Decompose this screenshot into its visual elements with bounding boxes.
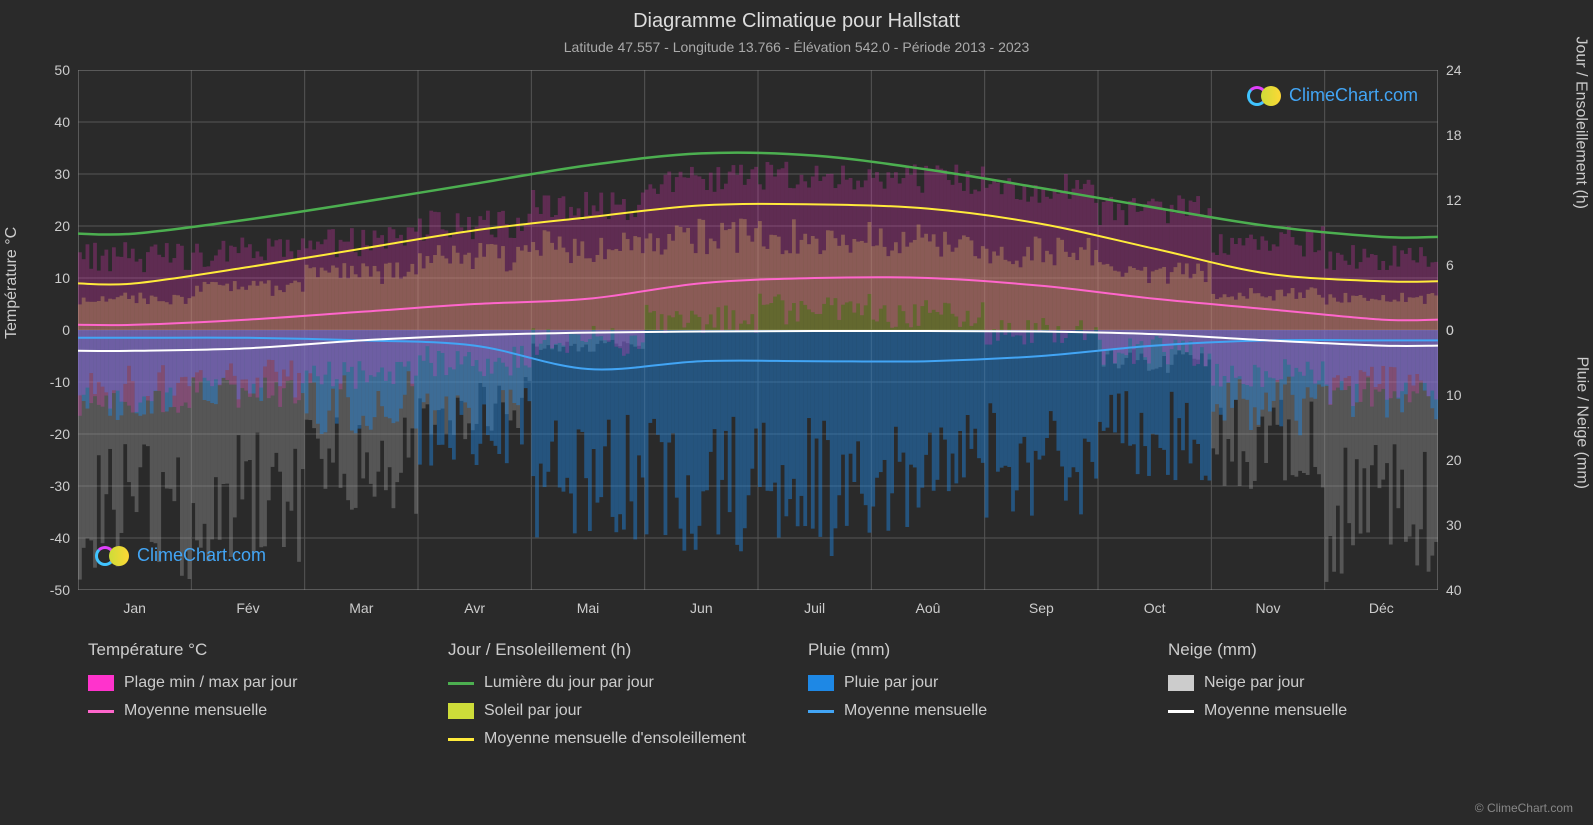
y-tick: 6 bbox=[1446, 257, 1454, 273]
y-axis-left: -50-40-30-20-1001020304050 bbox=[0, 70, 78, 590]
x-tick: Aoû bbox=[916, 600, 941, 616]
logo-icon bbox=[1261, 86, 1281, 106]
legend-header: Température °C bbox=[88, 640, 428, 660]
logo-icon bbox=[109, 546, 129, 566]
legend-swatch bbox=[1168, 710, 1194, 713]
watermark-text: ClimeChart.com bbox=[137, 545, 266, 566]
x-tick: Sep bbox=[1029, 600, 1054, 616]
legend-column: Jour / Ensoleillement (h) Lumière du jour… bbox=[438, 640, 798, 758]
y-tick: 0 bbox=[1446, 322, 1454, 338]
legend-swatch bbox=[1168, 675, 1194, 691]
plot-svg bbox=[78, 70, 1438, 590]
legend-swatch bbox=[448, 703, 474, 719]
y-tick: 30 bbox=[1446, 517, 1462, 533]
y-tick: 10 bbox=[1446, 387, 1462, 403]
y-axis-right: 06121824010203040 bbox=[1438, 70, 1593, 590]
legend-item: Moyenne mensuelle d'ensoleillement bbox=[448, 730, 788, 748]
legend-column: Pluie (mm) Pluie par jour Moyenne mensuell… bbox=[798, 640, 1158, 758]
legend-swatch bbox=[808, 675, 834, 691]
watermark-bottom: ClimeChart.com bbox=[95, 545, 266, 566]
legend-swatch bbox=[88, 710, 114, 713]
copyright: © ClimeChart.com bbox=[1475, 801, 1573, 815]
legend-item: Moyenne mensuelle bbox=[1168, 702, 1508, 720]
legend-header: Jour / Ensoleillement (h) bbox=[448, 640, 788, 660]
legend-label: Neige par jour bbox=[1204, 674, 1305, 692]
y-tick: 10 bbox=[54, 270, 70, 286]
y-tick: 30 bbox=[54, 166, 70, 182]
legend-item: Lumière du jour par jour bbox=[448, 674, 788, 692]
legend-label: Pluie par jour bbox=[844, 674, 938, 692]
y-tick: 12 bbox=[1446, 192, 1462, 208]
y-tick: -20 bbox=[50, 426, 70, 442]
legend-swatch bbox=[448, 682, 474, 685]
y-tick: 20 bbox=[1446, 452, 1462, 468]
legend-swatch bbox=[808, 710, 834, 713]
x-tick: Mar bbox=[349, 600, 373, 616]
climate-chart: Diagramme Climatique pour Hallstatt Lati… bbox=[0, 0, 1593, 825]
y-tick: 40 bbox=[1446, 582, 1462, 598]
watermark-text: ClimeChart.com bbox=[1289, 85, 1418, 106]
legend-item: Plage min / max par jour bbox=[88, 674, 428, 692]
x-tick: Avr bbox=[464, 600, 485, 616]
x-tick: Jun bbox=[690, 600, 713, 616]
chart-title: Diagramme Climatique pour Hallstatt bbox=[0, 0, 1593, 33]
legend-item: Soleil par jour bbox=[448, 702, 788, 720]
legend-label: Moyenne mensuelle bbox=[124, 702, 267, 720]
y-tick: 40 bbox=[54, 114, 70, 130]
x-tick: Fév bbox=[236, 600, 259, 616]
y-tick: 0 bbox=[62, 322, 70, 338]
x-axis: Jan Fév Mar Avr Mai Jun Juil Aoû Sep Oct Nov Déc bbox=[78, 594, 1438, 624]
legend-label: Lumière du jour par jour bbox=[484, 674, 654, 692]
legend-label: Moyenne mensuelle d'ensoleillement bbox=[484, 730, 746, 748]
x-tick: Déc bbox=[1369, 600, 1394, 616]
legend-item: Pluie par jour bbox=[808, 674, 1148, 692]
legend-header: Pluie (mm) bbox=[808, 640, 1148, 660]
legend-column: Température °C Plage min / max par jour Mo… bbox=[78, 640, 438, 758]
chart-subtitle: Latitude 47.557 - Longitude 13.766 - Élé… bbox=[0, 33, 1593, 55]
legend-header: Neige (mm) bbox=[1168, 640, 1508, 660]
legend-label: Soleil par jour bbox=[484, 702, 582, 720]
legend-item: Moyenne mensuelle bbox=[88, 702, 428, 720]
y-tick: -40 bbox=[50, 530, 70, 546]
legend-label: Moyenne mensuelle bbox=[844, 702, 987, 720]
y-tick: -10 bbox=[50, 374, 70, 390]
x-tick: Juil bbox=[804, 600, 825, 616]
y-tick: 18 bbox=[1446, 127, 1462, 143]
y-tick: -50 bbox=[50, 582, 70, 598]
x-tick: Oct bbox=[1144, 600, 1166, 616]
legend-label: Plage min / max par jour bbox=[124, 674, 297, 692]
legend-column: Neige (mm) Neige par jour Moyenne mensuell… bbox=[1158, 640, 1518, 758]
watermark-top: ClimeChart.com bbox=[1247, 85, 1418, 106]
legend-item: Moyenne mensuelle bbox=[808, 702, 1148, 720]
x-tick: Mai bbox=[577, 600, 600, 616]
x-tick: Jan bbox=[123, 600, 146, 616]
y-tick: 50 bbox=[54, 62, 70, 78]
y-tick: 24 bbox=[1446, 62, 1462, 78]
legend-swatch bbox=[88, 675, 114, 691]
legend-item: Neige par jour bbox=[1168, 674, 1508, 692]
legend: Température °C Plage min / max par jour Mo… bbox=[78, 640, 1518, 758]
legend-label: Moyenne mensuelle bbox=[1204, 702, 1347, 720]
y-tick: 20 bbox=[54, 218, 70, 234]
x-tick: Nov bbox=[1256, 600, 1281, 616]
y-tick: -30 bbox=[50, 478, 70, 494]
legend-swatch bbox=[448, 738, 474, 741]
plot-area bbox=[78, 70, 1438, 590]
